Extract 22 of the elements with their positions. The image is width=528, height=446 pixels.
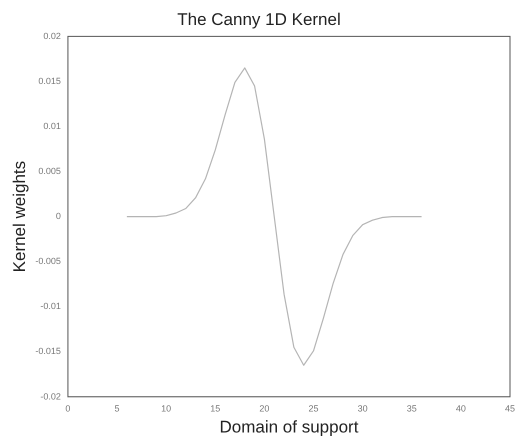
y-tick-label: -0.01 (40, 301, 61, 312)
y-tick-label: -0.02 (40, 391, 61, 402)
x-tick-label: 10 (161, 404, 172, 414)
x-tick-label: 45 (504, 404, 516, 414)
x-tick-label: 0 (65, 404, 70, 414)
y-tick-label: 0.02 (43, 30, 61, 41)
y-tick-label: -0.005 (35, 256, 61, 266)
x-tick-label: 20 (259, 404, 270, 414)
x-tick-label: 5 (114, 404, 120, 414)
y-tick-label: 0.005 (38, 166, 61, 176)
x-tick-label: 15 (210, 404, 220, 414)
y-tick-label: 0.015 (38, 76, 61, 86)
x-tick-label: 30 (358, 404, 368, 414)
x-tick-label: 35 (406, 404, 417, 414)
y-tick-label: -0.015 (35, 346, 61, 356)
y-tick-label: 0 (56, 211, 61, 222)
x-axis-title: Domain of support (220, 417, 359, 436)
chart-title: The Canny 1D Kernel (177, 10, 341, 29)
x-tick-label: 25 (308, 404, 319, 414)
x-tick-label: 40 (456, 404, 466, 414)
y-tick-label: 0.01 (43, 120, 61, 131)
y-axis-title: Kernel weights (10, 160, 29, 272)
